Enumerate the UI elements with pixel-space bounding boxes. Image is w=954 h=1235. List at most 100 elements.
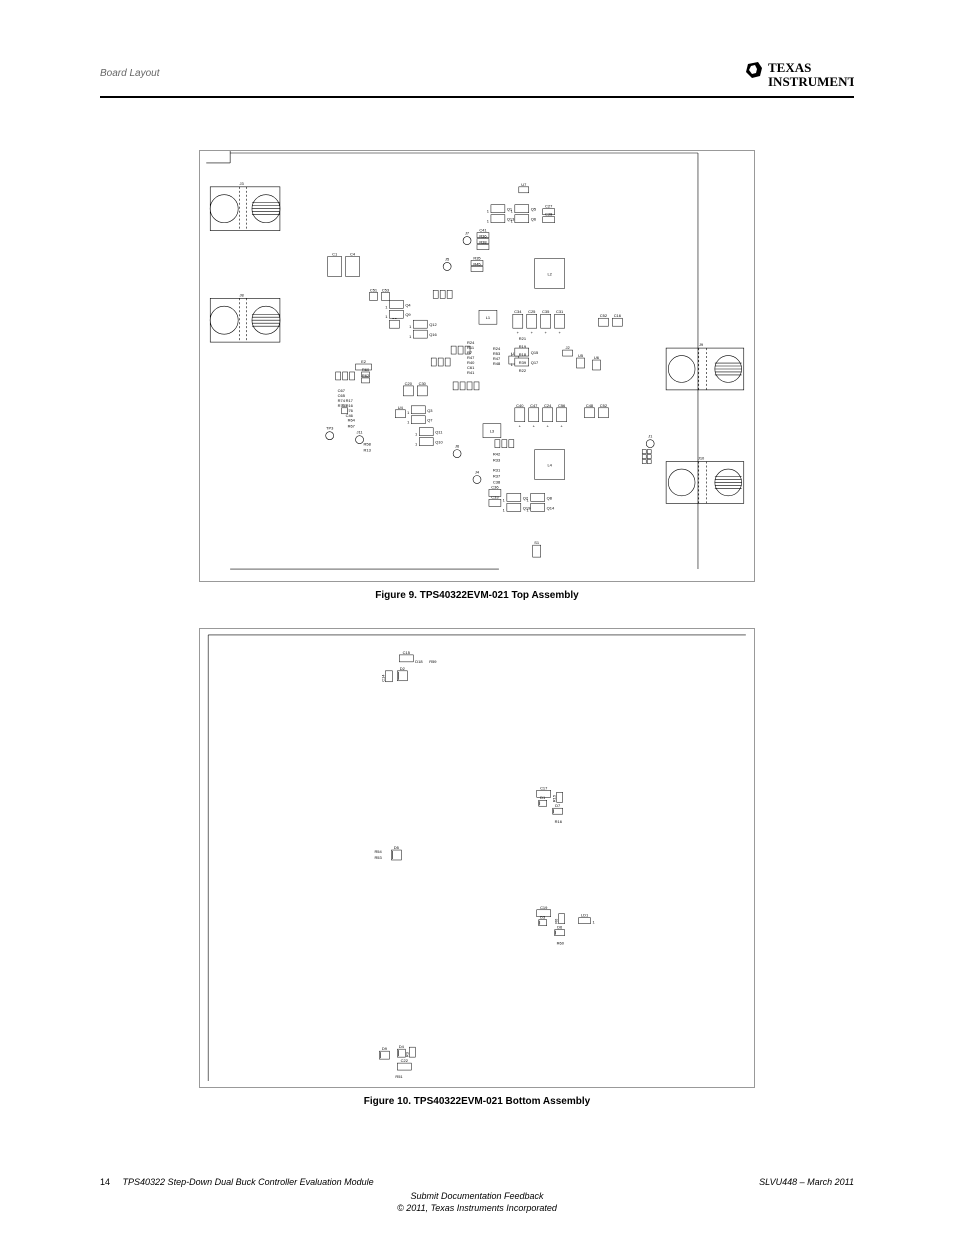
svg-text:Q12: Q12 (429, 322, 437, 327)
fet-q12-q16: Q12Q1611 (409, 320, 437, 339)
svg-text:C22: C22 (401, 1058, 408, 1063)
svg-text:R21: R21 (519, 336, 527, 341)
connector-j8: J8 (210, 292, 280, 342)
svg-text:U5: U5 (578, 353, 584, 358)
svg-text:D6: D6 (557, 925, 563, 930)
svg-text:U6: U6 (594, 355, 600, 360)
svg-text:R64: R64 (348, 418, 356, 423)
svg-text:Q14: Q14 (547, 505, 555, 510)
figure-9-caption: Figure 9. TPS40322EVM-021 Top Assembly (0, 590, 954, 601)
cap-group: R35R45 (471, 255, 483, 271)
svg-text:R53: R53 (374, 855, 382, 860)
svg-text:C27: C27 (545, 204, 552, 209)
svg-text:R62: R62 (362, 373, 369, 378)
inductor-l3: L3 (483, 424, 501, 438)
svg-text:R38: R38 (479, 240, 487, 245)
svg-text:R48: R48 (493, 361, 501, 366)
svg-text:U7: U7 (521, 182, 526, 187)
res-stack: R58R13 (364, 442, 372, 453)
svg-text:R67: R67 (348, 424, 355, 429)
svg-text:R58: R58 (364, 442, 372, 447)
svg-text:1: 1 (385, 314, 388, 319)
smd-row (336, 372, 355, 380)
svg-text:+: + (533, 424, 536, 429)
svg-text:R45: R45 (473, 261, 481, 266)
svg-text:1: 1 (407, 410, 410, 415)
part-d7: D7 (553, 803, 563, 814)
testpoint-j7: J7 (463, 231, 471, 245)
ic-u6: U6 (592, 355, 600, 370)
svg-text:C35: C35 (542, 309, 550, 314)
svg-text:J11: J11 (356, 430, 363, 435)
svg-text:E1: E1 (342, 403, 348, 408)
svg-text:C25: C25 (528, 309, 536, 314)
svg-text:R51: R51 (395, 1074, 403, 1079)
res-stack: R31R37C38 (493, 468, 501, 485)
svg-text:S1: S1 (534, 540, 540, 545)
testpoint-j11: J11 (356, 430, 364, 444)
svg-text:J9: J9 (699, 342, 704, 347)
part-j2: J2 (563, 345, 573, 356)
svg-text:1: 1 (487, 209, 490, 214)
svg-text:J3: J3 (239, 181, 244, 186)
svg-text:Q5: Q5 (531, 207, 537, 212)
connector-j9: J9 (666, 342, 744, 390)
svg-text:C52: C52 (600, 313, 607, 318)
svg-text:C19: C19 (540, 905, 548, 910)
svg-text:C14: C14 (380, 674, 385, 682)
svg-text:C15: C15 (403, 650, 411, 655)
svg-text:E2: E2 (361, 359, 366, 364)
part-r15: R15 (552, 792, 563, 802)
part-r53: R53 (374, 855, 382, 860)
testpoint-j4: J4 (473, 470, 481, 484)
res-stack: R24R11R7R47R40C61R41 (467, 340, 475, 375)
footer-page-doc: 14 TPS40322 Step-Down Dual Buck Controll… (100, 1177, 374, 1187)
svg-text:C16: C16 (614, 313, 622, 318)
svg-text:C56: C56 (558, 403, 566, 408)
part-c22: C22 (397, 1058, 411, 1070)
svg-text:U4: U4 (398, 405, 404, 410)
svg-text:1: 1 (503, 507, 506, 512)
svg-text:Q11: Q11 (435, 430, 443, 435)
svg-text:J1: J1 (648, 434, 653, 439)
part-ld1: LD11 (579, 913, 596, 925)
svg-text:+: + (519, 424, 522, 429)
part-r62: R62 (362, 373, 370, 383)
svg-text:R3: R3 (404, 1051, 409, 1057)
svg-text:1: 1 (409, 334, 412, 339)
svg-text:C51: C51 (370, 287, 378, 292)
svg-text:1: 1 (415, 442, 418, 447)
svg-text:Q15: Q15 (531, 350, 539, 355)
figure-9-svg: J3J8J9J10J5J7J6J4J1J11TP3L1L2L3L4U2U3U4U… (200, 151, 754, 581)
svg-text:Q3: Q3 (427, 408, 433, 413)
res-stack: R64R67 (348, 418, 356, 429)
svg-text:R31: R31 (493, 468, 501, 473)
part-r54: R54 (374, 849, 382, 854)
smd-row (495, 440, 514, 448)
svg-text:Q16: Q16 (429, 332, 437, 337)
part-r60: R60 (557, 941, 565, 946)
figure-10-bottom-assembly: C15D18R59C14D2R54R53D5C17D1R15D7R16C19D3… (199, 628, 755, 1088)
svg-text:+: + (531, 330, 534, 335)
figure-10-caption: Figure 10. TPS40322EVM-021 Bottom Assemb… (0, 1096, 954, 1107)
svg-text:Q6: Q6 (531, 217, 537, 222)
footer-feedback: Submit Documentation Feedback (0, 1191, 954, 1201)
testpoint-j6: J6 (453, 444, 461, 458)
svg-text:R42: R42 (493, 452, 500, 457)
svg-text:C28: C28 (545, 212, 553, 217)
svg-text:D4: D4 (399, 1044, 405, 1049)
svg-text:D18: D18 (415, 659, 423, 664)
ti-logo: TEXAS INSTRUMENTS (744, 58, 854, 92)
svg-text:R59: R59 (429, 659, 437, 664)
part-e1: E1 (342, 403, 348, 414)
svg-text:1: 1 (527, 497, 530, 502)
svg-text:1: 1 (592, 920, 595, 925)
svg-text:C4: C4 (350, 252, 356, 257)
header-rule (100, 96, 854, 98)
svg-text:C30: C30 (419, 381, 427, 386)
res-stack: R42R33 (493, 452, 501, 463)
svg-text:R6: R6 (554, 918, 559, 924)
part-r3: R3 (404, 1047, 415, 1057)
svg-text:C1: C1 (332, 252, 338, 257)
svg-text:C38: C38 (493, 479, 501, 484)
